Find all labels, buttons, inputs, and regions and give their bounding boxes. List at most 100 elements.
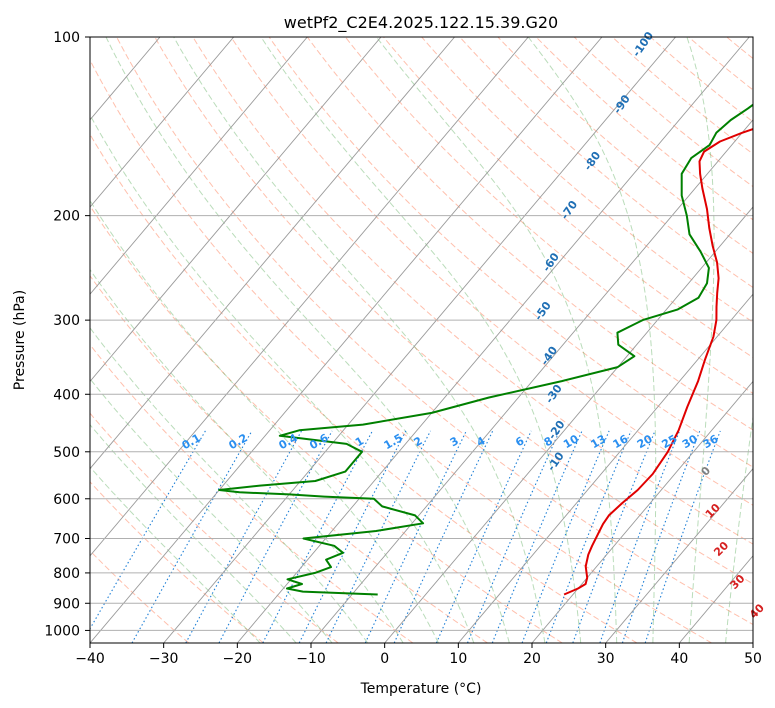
isotherm: [90, 37, 529, 557]
dry-adiabat: [497, 37, 753, 254]
y-tick-label: 200: [53, 209, 80, 225]
dry-adiabat-label: -60: [540, 250, 562, 274]
mixing-ratio-line: [435, 430, 532, 643]
moist-adiabat-label: 10: [703, 501, 723, 521]
mixing-ratio-label: 36: [701, 432, 721, 451]
y-tick-label: 100: [53, 30, 80, 46]
isotherm: [752, 642, 753, 643]
mixing-ratio-label: 6: [513, 434, 526, 449]
isotherm: [0, 37, 13, 643]
mixing-ratio-line: [621, 430, 701, 643]
mixing-ratio-label: 0.2: [226, 431, 249, 452]
dry-adiabat: [192, 37, 753, 545]
moist-adiabat: [260, 37, 582, 643]
moist-adiabat: [90, 378, 333, 643]
isotherm: [310, 119, 753, 643]
moist-adiabat: [376, 37, 618, 643]
dry-adiabat: [611, 37, 753, 155]
dry-adiabat-label: -40: [538, 344, 560, 368]
isotherm: [163, 37, 676, 643]
x-tick-label: 40: [670, 651, 688, 667]
isotherm: [605, 467, 753, 643]
mixing-ratio-line: [185, 430, 302, 643]
x-tick-label: 50: [744, 651, 762, 667]
y-tick-label: 700: [53, 532, 80, 548]
plot-frame: [89, 36, 754, 644]
grid-lines: [0, 37, 753, 643]
x-tick-label: 20: [523, 651, 541, 667]
y-tick-label: 900: [53, 596, 80, 612]
dry-adiabat-label: -90: [611, 92, 633, 116]
dry-adiabat: [90, 481, 264, 643]
dry-adiabat: [573, 37, 753, 188]
dry-adiabat: [90, 550, 190, 643]
moist-adiabat: [105, 37, 510, 643]
moist-adiabat-label: 20: [711, 539, 731, 559]
dry-adiabat: [726, 37, 753, 60]
mixing-ratio-label: 0.1: [180, 431, 203, 452]
moist-adiabat: [90, 327, 369, 643]
x-tick-label: −40: [75, 651, 105, 667]
isotherm: [90, 37, 455, 470]
mixing-ratio-label: 10: [561, 432, 581, 451]
isotherm: [90, 37, 235, 208]
y-axis-label: Pressure (hPa): [12, 290, 28, 390]
isotherm: [90, 37, 382, 383]
dry-adiabat-label: -70: [558, 198, 580, 222]
isotherm: [90, 37, 603, 643]
moist-adiabat-label: 0: [699, 464, 714, 479]
mixing-ratio-line: [572, 430, 656, 643]
x-axis-label: Temperature (°C): [360, 681, 482, 697]
dry-adiabat: [90, 59, 712, 643]
y-axis-ticks: 100 200 300 400 500 600 700 800 900 1000: [44, 30, 90, 639]
dry-adiabat: [383, 37, 753, 359]
dry-adiabat: [230, 37, 753, 506]
x-tick-label: 10: [449, 651, 467, 667]
dry-adiabat: [154, 37, 753, 585]
dry-adiabat-label: -10: [545, 449, 567, 473]
moist-adiabat: [90, 113, 475, 643]
isotherm: [90, 37, 308, 295]
mixing-ratio-label: 16: [611, 432, 631, 451]
temperature-line: [563, 127, 753, 596]
y-tick-label: 800: [53, 566, 80, 582]
dry-adiabat: [116, 37, 753, 626]
dry-adiabat: [345, 37, 753, 394]
inline-labels: -100-90-80-70-60-50-40-30-20-100.1 0.2 0.4…: [180, 29, 768, 621]
mixing-ratio-line: [364, 430, 467, 643]
x-tick-label: −10: [296, 651, 326, 667]
profile-lines: [218, 103, 753, 596]
moist-adiabat: [90, 268, 404, 643]
x-tick-label: −30: [149, 651, 179, 667]
dewpoint-line: [218, 103, 753, 596]
dry-adiabat: [535, 37, 753, 221]
moist-adiabat: [173, 37, 546, 643]
mixing-ratio-label: 2: [412, 434, 425, 449]
moist-adiabat: [686, 37, 715, 643]
dry-adiabat: [90, 204, 563, 643]
y-tick-label: 1000: [44, 623, 80, 639]
y-tick-label: 300: [53, 313, 80, 329]
moist-adiabat: [527, 37, 657, 643]
y-tick-label: 600: [53, 492, 80, 508]
dry-adiabat: [90, 274, 488, 643]
mixing-ratio-line: [393, 430, 494, 643]
x-tick-label: −20: [223, 651, 253, 667]
moist-adiabat: [90, 423, 297, 643]
dry-adiabat: [688, 37, 753, 91]
moist-adiabat: [725, 413, 753, 643]
mixing-ratio-line: [90, 430, 206, 630]
y-tick-label: 500: [53, 445, 80, 461]
x-tick-label: 0: [380, 651, 389, 667]
dry-adiabat: [90, 412, 339, 643]
mixing-ratio-line: [644, 430, 721, 643]
dry-adiabat: [90, 343, 414, 643]
moist-adiabat-label: 40: [747, 601, 767, 621]
mixing-ratio-line: [466, 430, 561, 643]
mixing-ratio-line: [599, 430, 681, 643]
chart-title: wetPf2_C2E4.2025.122.15.39.G20: [284, 13, 558, 33]
mixing-ratio-line: [131, 430, 253, 643]
isotherm: [384, 206, 753, 643]
moist-adiabat: [90, 199, 439, 643]
